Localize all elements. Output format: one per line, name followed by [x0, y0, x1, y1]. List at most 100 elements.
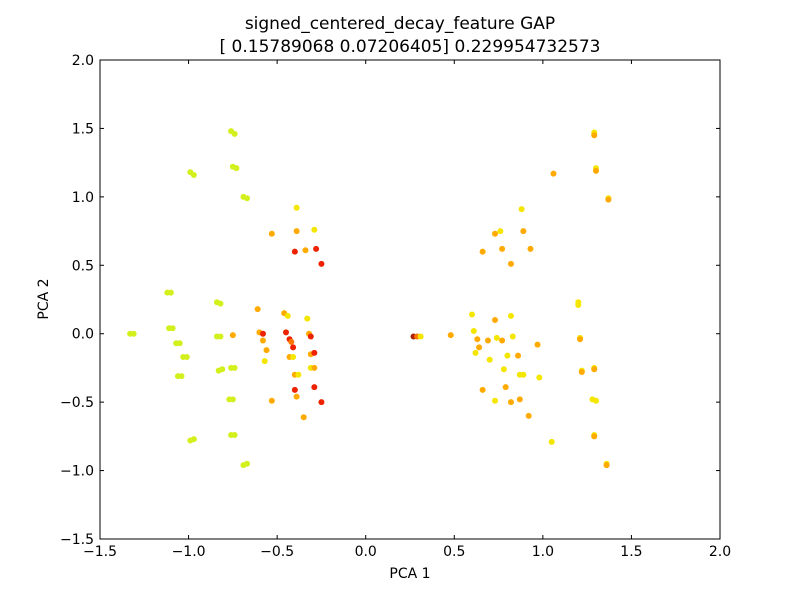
- data-point: [472, 349, 479, 356]
- x-tick-label: 1.5: [620, 544, 642, 560]
- data-point: [591, 433, 598, 440]
- points-layer: [127, 128, 612, 469]
- data-point: [295, 371, 302, 378]
- data-point: [497, 228, 504, 235]
- data-point: [499, 337, 506, 344]
- data-point: [169, 325, 176, 332]
- x-tick-label: 0.0: [355, 544, 377, 560]
- data-point: [291, 386, 298, 393]
- data-point: [293, 228, 300, 235]
- data-point: [479, 386, 486, 393]
- data-point: [311, 384, 318, 391]
- y-tick-label: 2.0: [72, 53, 94, 69]
- data-point: [578, 369, 585, 376]
- data-point: [534, 341, 541, 348]
- data-point: [507, 312, 514, 319]
- y-tick-label: −0.5: [60, 395, 94, 411]
- data-point: [520, 371, 527, 378]
- data-point: [167, 289, 174, 296]
- y-tick-label: −1.0: [60, 464, 94, 480]
- data-point: [470, 327, 477, 334]
- chart-subtitle: [ 0.15789068 0.07206405] 0.229954732573: [220, 37, 601, 57]
- data-point: [176, 340, 183, 347]
- data-point: [493, 334, 500, 341]
- data-point: [492, 230, 499, 237]
- data-point: [313, 245, 320, 252]
- data-point: [302, 247, 309, 254]
- data-point: [293, 393, 300, 400]
- data-point: [291, 248, 298, 255]
- data-point: [417, 333, 424, 340]
- data-point: [476, 344, 483, 351]
- data-point: [515, 352, 522, 359]
- data-point: [290, 353, 297, 360]
- data-point: [183, 353, 190, 360]
- data-point: [311, 364, 318, 371]
- data-point: [536, 374, 543, 381]
- data-point: [263, 347, 270, 354]
- data-point: [479, 248, 486, 255]
- data-point: [190, 436, 197, 443]
- data-point: [474, 336, 481, 343]
- data-point: [190, 171, 197, 178]
- data-point: [605, 196, 612, 203]
- data-point: [520, 228, 527, 235]
- data-point: [288, 338, 295, 345]
- data-point: [507, 260, 514, 267]
- data-point: [548, 438, 555, 445]
- x-tick-label: −0.5: [260, 544, 294, 560]
- data-point: [130, 330, 137, 337]
- data-point: [577, 336, 584, 343]
- data-point: [502, 384, 509, 391]
- x-tick-label: −1.0: [172, 544, 206, 560]
- axes-frame: [99, 59, 721, 540]
- y-axis-ticks: −1.5 −1.0 −0.5 0.0 0.5 1.0 1.5 2.0: [60, 53, 720, 548]
- data-point: [259, 330, 266, 337]
- data-point: [231, 130, 238, 137]
- data-point: [244, 195, 251, 202]
- y-axis-label: PCA 2: [36, 278, 52, 319]
- data-point: [229, 332, 236, 339]
- data-point: [217, 300, 224, 307]
- data-point: [268, 397, 275, 404]
- data-point: [507, 399, 514, 406]
- data-point: [219, 366, 226, 373]
- data-point: [311, 226, 318, 233]
- data-point: [516, 396, 523, 403]
- x-tick-label: 0.5: [443, 544, 465, 560]
- y-tick-label: −1.5: [60, 532, 94, 548]
- data-point: [591, 366, 598, 373]
- data-point: [527, 245, 534, 252]
- x-axis-ticks: −1.5 −1.0 −0.5 0.0 0.5 1.0 1.5 2.0: [83, 60, 731, 560]
- data-point: [304, 315, 311, 322]
- data-point: [509, 333, 516, 340]
- data-point: [261, 358, 268, 365]
- data-point: [283, 329, 289, 336]
- data-point: [593, 167, 599, 174]
- data-point: [318, 399, 325, 406]
- y-tick-label: 0.0: [72, 327, 94, 343]
- data-point: [178, 373, 185, 380]
- data-point: [244, 460, 251, 467]
- data-point: [591, 132, 598, 139]
- y-tick-label: 0.5: [72, 258, 94, 274]
- data-point: [603, 462, 610, 469]
- data-point: [231, 431, 238, 438]
- x-tick-label: −1.5: [83, 544, 117, 560]
- data-point: [469, 311, 475, 318]
- data-point: [231, 364, 238, 371]
- data-point: [575, 301, 582, 308]
- data-point: [268, 230, 275, 237]
- data-point: [525, 412, 532, 419]
- data-point: [550, 170, 557, 177]
- data-point: [229, 396, 236, 403]
- data-point: [492, 397, 499, 404]
- data-point: [447, 332, 454, 339]
- data-point: [233, 165, 240, 172]
- data-point: [254, 306, 261, 313]
- data-point: [290, 344, 297, 351]
- data-point: [492, 317, 499, 324]
- data-point: [217, 333, 224, 340]
- data-point: [300, 414, 307, 421]
